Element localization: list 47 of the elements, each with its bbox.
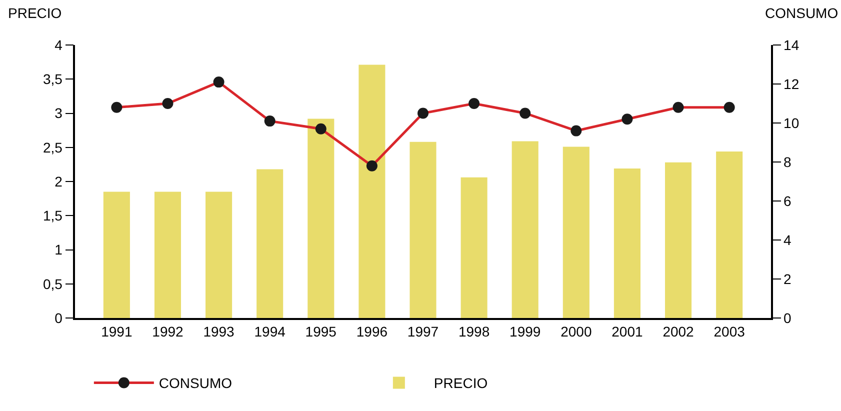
y2-tick-label: 12 [784,76,800,92]
x-tick-label: 1999 [510,324,541,340]
y2-tick-label: 8 [784,154,792,170]
x-tick-label: 1998 [458,324,490,340]
legend-label: CONSUMO [158,375,232,392]
x-tick-label: 1995 [305,324,337,340]
bar [562,146,590,318]
x-tick-label: 2001 [612,324,643,340]
bar [460,177,488,318]
legend-label: PRECIO [434,375,488,392]
y-tick-label: 2,5 [42,139,63,156]
x-tick-label: 1992 [152,324,184,340]
y2-tick-label: 4 [784,232,792,248]
y-axis-title: PRECIO [8,5,62,21]
x-tick-label: 2003 [714,324,746,340]
y-tick-label: 3 [54,105,63,122]
y2-tick-label: 10 [784,114,800,131]
bar [308,118,334,318]
y2-axis-title: CONSUMO [765,5,838,21]
bar [358,64,386,318]
x-tick-label: 2000 [560,324,592,340]
x-tick-label: 1994 [254,324,286,340]
bar [410,142,436,318]
y-tick-label: 1 [54,242,63,258]
bar [716,151,743,318]
bar [206,192,232,318]
x-tick-label: 2002 [662,324,694,340]
y-tick-label: 0,5 [42,276,63,292]
y2-tick-label: 14 [784,36,800,53]
y2-tick-label: 2 [784,270,792,287]
y-tick-label: 0 [54,310,63,326]
bar [256,169,284,318]
bar [103,192,130,318]
bar [154,192,181,318]
y-tick-label: 2 [54,173,63,190]
y-tick-label: 1,5 [42,208,63,224]
bar [665,162,692,318]
x-tick-label: 1993 [203,324,235,340]
y-tick-label: 3,5 [42,71,63,88]
bar [512,141,538,318]
x-tick-label: 1997 [407,324,439,340]
y2-tick-label: 6 [784,192,792,209]
y2-tick-label: 0 [784,310,792,326]
x-tick-label: 1996 [356,324,388,340]
y-tick-label: 4 [54,36,63,53]
x-tick-label: 1991 [101,324,132,340]
bar [614,168,640,318]
